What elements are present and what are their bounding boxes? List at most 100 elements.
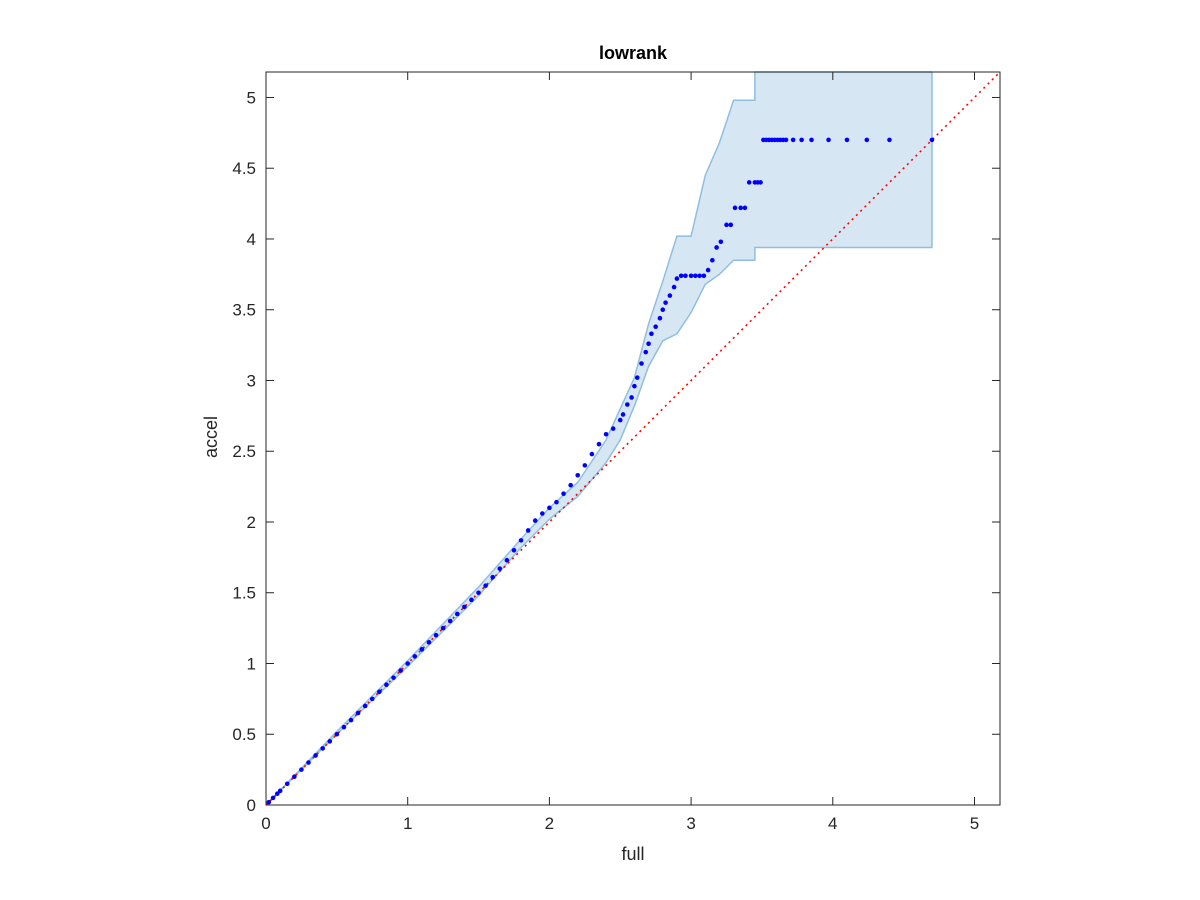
y-tick-label: 4.5 [232, 159, 256, 178]
confidence-band-area [266, 72, 932, 805]
tick-labels: 0 1 2 3 4 5 0 0.5 1 1.5 2 2.5 3 3.5 4 4.5 5 [232, 88, 979, 833]
data-point [589, 451, 595, 457]
data-point [714, 245, 719, 250]
chart-title: lowrank [599, 43, 668, 63]
data-point [728, 222, 734, 228]
data-point [663, 300, 668, 305]
data-points-layer [266, 137, 935, 805]
y-tick-label: 2.5 [232, 442, 256, 461]
data-point [483, 583, 488, 588]
data-point [377, 689, 382, 695]
data-point [447, 618, 453, 624]
data-point [697, 273, 702, 279]
confidence-band-upper [265, 71, 932, 806]
data-point [306, 760, 311, 765]
data-point [412, 654, 418, 659]
data-point [678, 273, 684, 279]
data-point [313, 753, 318, 758]
data-point [327, 739, 333, 744]
data-point [433, 632, 439, 638]
data-point [277, 788, 283, 794]
data-point [929, 137, 935, 143]
data-point [643, 349, 649, 355]
data-point [391, 675, 396, 680]
reference-line-layer [265, 71, 1001, 806]
data-point [355, 710, 361, 716]
data-point [617, 417, 623, 423]
y-tick-label: 2 [247, 513, 256, 532]
data-point [462, 604, 467, 610]
data-point [701, 273, 707, 279]
y-tick-label: 3.5 [232, 301, 256, 320]
x-axis-label: full [621, 844, 644, 864]
data-point [454, 611, 460, 617]
data-point [864, 137, 870, 143]
data-point [632, 383, 637, 389]
data-point [718, 239, 724, 245]
data-point [790, 137, 796, 143]
data-point [284, 781, 290, 787]
data-point [603, 431, 609, 437]
data-point [582, 463, 588, 468]
data-point [275, 791, 280, 796]
data-point [625, 402, 630, 407]
data-point [758, 180, 763, 185]
data-point [266, 799, 272, 805]
data-point [504, 557, 510, 563]
data-point [369, 696, 375, 702]
data-point [547, 505, 552, 511]
data-point [639, 361, 644, 366]
data-point [653, 324, 658, 330]
data-point [660, 307, 666, 313]
data-point [490, 574, 496, 580]
y-tick-label: 5 [247, 88, 256, 107]
data-point [693, 273, 698, 279]
data-point [674, 276, 680, 281]
data-point [554, 499, 559, 505]
data-point [476, 590, 481, 596]
x-tick-label: 1 [403, 814, 412, 833]
x-tick-label: 5 [970, 814, 979, 833]
data-point [783, 137, 789, 143]
data-point [299, 767, 304, 772]
data-point [426, 639, 432, 645]
data-point [667, 293, 673, 298]
y-tick-label: 0 [247, 796, 256, 815]
data-point [688, 273, 694, 279]
data-point [384, 682, 389, 688]
y-tick-label: 1.5 [232, 584, 256, 603]
data-point [738, 205, 743, 211]
data-point [646, 341, 651, 346]
data-point [575, 472, 581, 478]
data-point [826, 137, 831, 143]
data-point [629, 395, 634, 400]
data-point [497, 566, 503, 571]
y-tick-label: 1 [247, 654, 256, 673]
data-point [634, 375, 640, 380]
x-tick-label: 2 [545, 814, 554, 833]
confidence-band-layer [265, 71, 933, 806]
data-point [405, 661, 410, 666]
data-point [610, 426, 616, 431]
data-point [710, 257, 715, 263]
axes-box [265, 71, 1001, 806]
data-point [732, 205, 738, 211]
data-point [511, 547, 517, 553]
data-point [844, 137, 850, 143]
reference-line [265, 71, 1001, 806]
data-point [362, 703, 368, 709]
data-point [532, 518, 538, 523]
x-tick-label: 4 [828, 814, 837, 833]
y-axis-label: accel [201, 416, 221, 458]
data-point [469, 597, 474, 603]
data-point [348, 717, 354, 723]
data-point [596, 441, 602, 447]
data-point [724, 222, 729, 228]
data-point [334, 731, 340, 737]
data-point [292, 774, 297, 779]
data-point [540, 511, 545, 516]
data-point [799, 137, 804, 143]
data-point [649, 331, 654, 337]
y-tick-label: 4 [247, 230, 256, 249]
